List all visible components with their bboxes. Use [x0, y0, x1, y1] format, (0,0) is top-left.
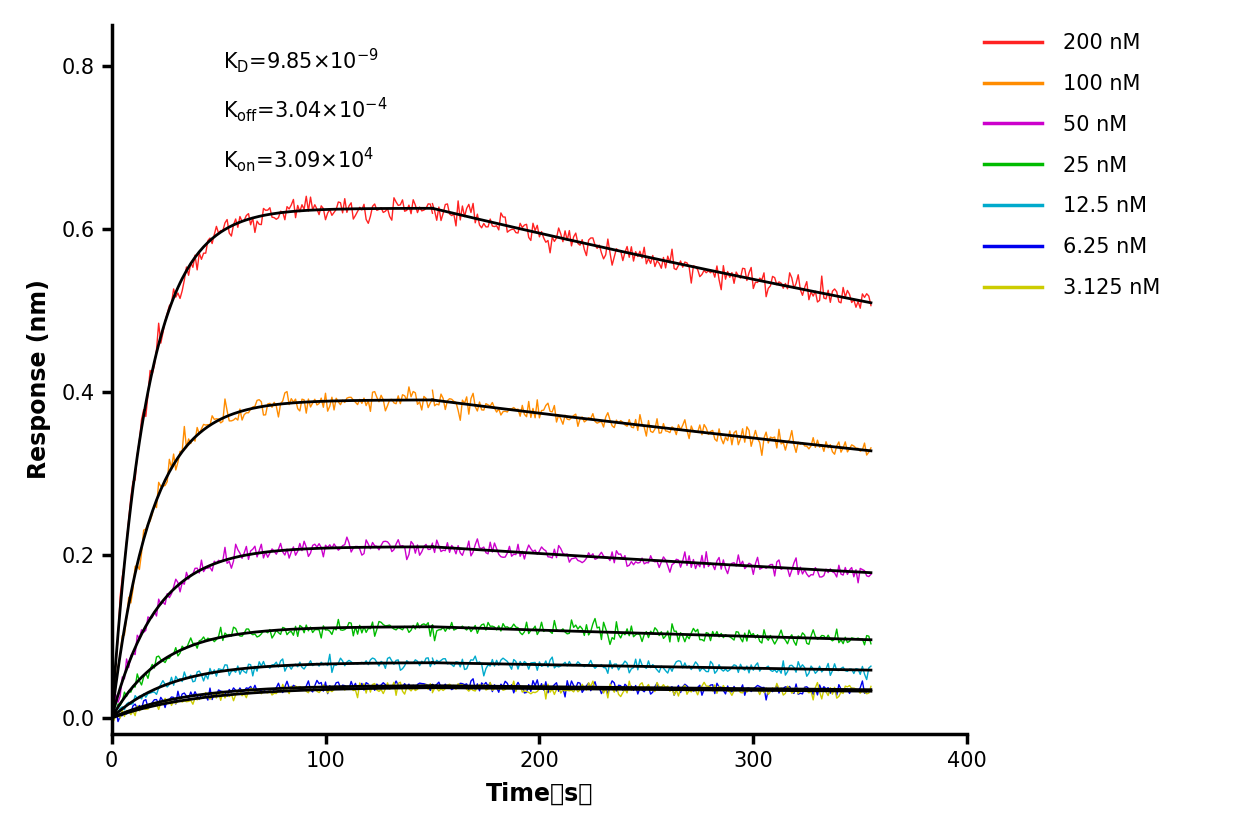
Y-axis label: Response (nm): Response (nm) — [26, 280, 51, 479]
Text: K$_\mathrm{off}$=3.04×10$^{-4}$: K$_\mathrm{off}$=3.04×10$^{-4}$ — [223, 96, 387, 125]
Legend: 200 nM, 100 nM, 50 nM, 25 nM, 12.5 nM, 6.25 nM, 3.125 nM: 200 nM, 100 nM, 50 nM, 25 nM, 12.5 nM, 6… — [976, 25, 1169, 306]
Text: K$_\mathrm{on}$=3.09×10$^{4}$: K$_\mathrm{on}$=3.09×10$^{4}$ — [223, 145, 374, 174]
Text: K$_\mathrm{D}$=9.85×10$^{-9}$: K$_\mathrm{D}$=9.85×10$^{-9}$ — [223, 46, 378, 75]
X-axis label: Time（s）: Time（s） — [486, 782, 593, 806]
